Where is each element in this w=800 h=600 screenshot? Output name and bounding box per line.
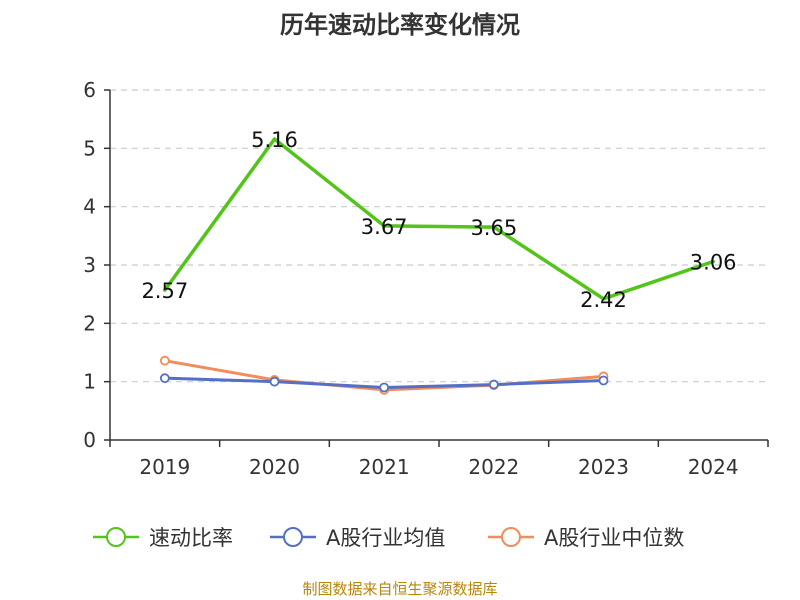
x-tick-label: 2019 [139, 455, 190, 479]
data-point [488, 379, 499, 390]
data-label: 3.67 [361, 215, 408, 239]
y-tick-label: 1 [83, 370, 96, 394]
legend-label: A股行业均值 [326, 526, 445, 550]
y-tick-label: 4 [83, 195, 96, 219]
data-point [159, 373, 170, 384]
data-label: 5.16 [251, 128, 298, 152]
data-point [379, 382, 390, 393]
data-label: 2.57 [141, 279, 188, 303]
series-layer [159, 137, 715, 395]
y-tick-label: 3 [83, 253, 96, 277]
data-label: 3.65 [470, 216, 517, 240]
legend: 速动比率 A股行业均值 A股行业中位数 [93, 526, 684, 550]
data-point [598, 375, 609, 386]
x-tick-label: 2020 [249, 455, 300, 479]
y-tick-label: 0 [83, 428, 96, 452]
y-tick-label: 6 [83, 78, 96, 102]
data-point [159, 355, 170, 366]
source-note: 制图数据来自恒生聚源数据库 [302, 580, 497, 598]
series-line [163, 137, 715, 301]
legend-marker [501, 527, 521, 547]
x-tick-label: 2023 [578, 455, 629, 479]
chart-title: 历年速动比率变化情况 [280, 11, 520, 39]
grid [110, 89, 768, 383]
y-tick-label: 5 [83, 136, 96, 160]
y-tick-label: 2 [83, 311, 96, 335]
axes: 0 1 2 3 4 5 6 2019 2020 2021 2022 2023 2024 [83, 78, 769, 479]
legend-label: 速动比率 [149, 526, 233, 550]
data-point [269, 376, 280, 387]
legend-marker [106, 527, 126, 547]
data-label: 2.42 [580, 288, 627, 312]
x-tick-label: 2021 [359, 455, 410, 479]
x-tick-label: 2022 [468, 455, 519, 479]
legend-marker [283, 527, 303, 547]
legend-label: A股行业中位数 [544, 526, 684, 550]
x-tick-label: 2024 [688, 455, 739, 479]
data-label: 3.06 [690, 251, 737, 275]
data-labels: 2.57 5.16 3.67 3.65 2.42 3.06 [141, 128, 736, 312]
